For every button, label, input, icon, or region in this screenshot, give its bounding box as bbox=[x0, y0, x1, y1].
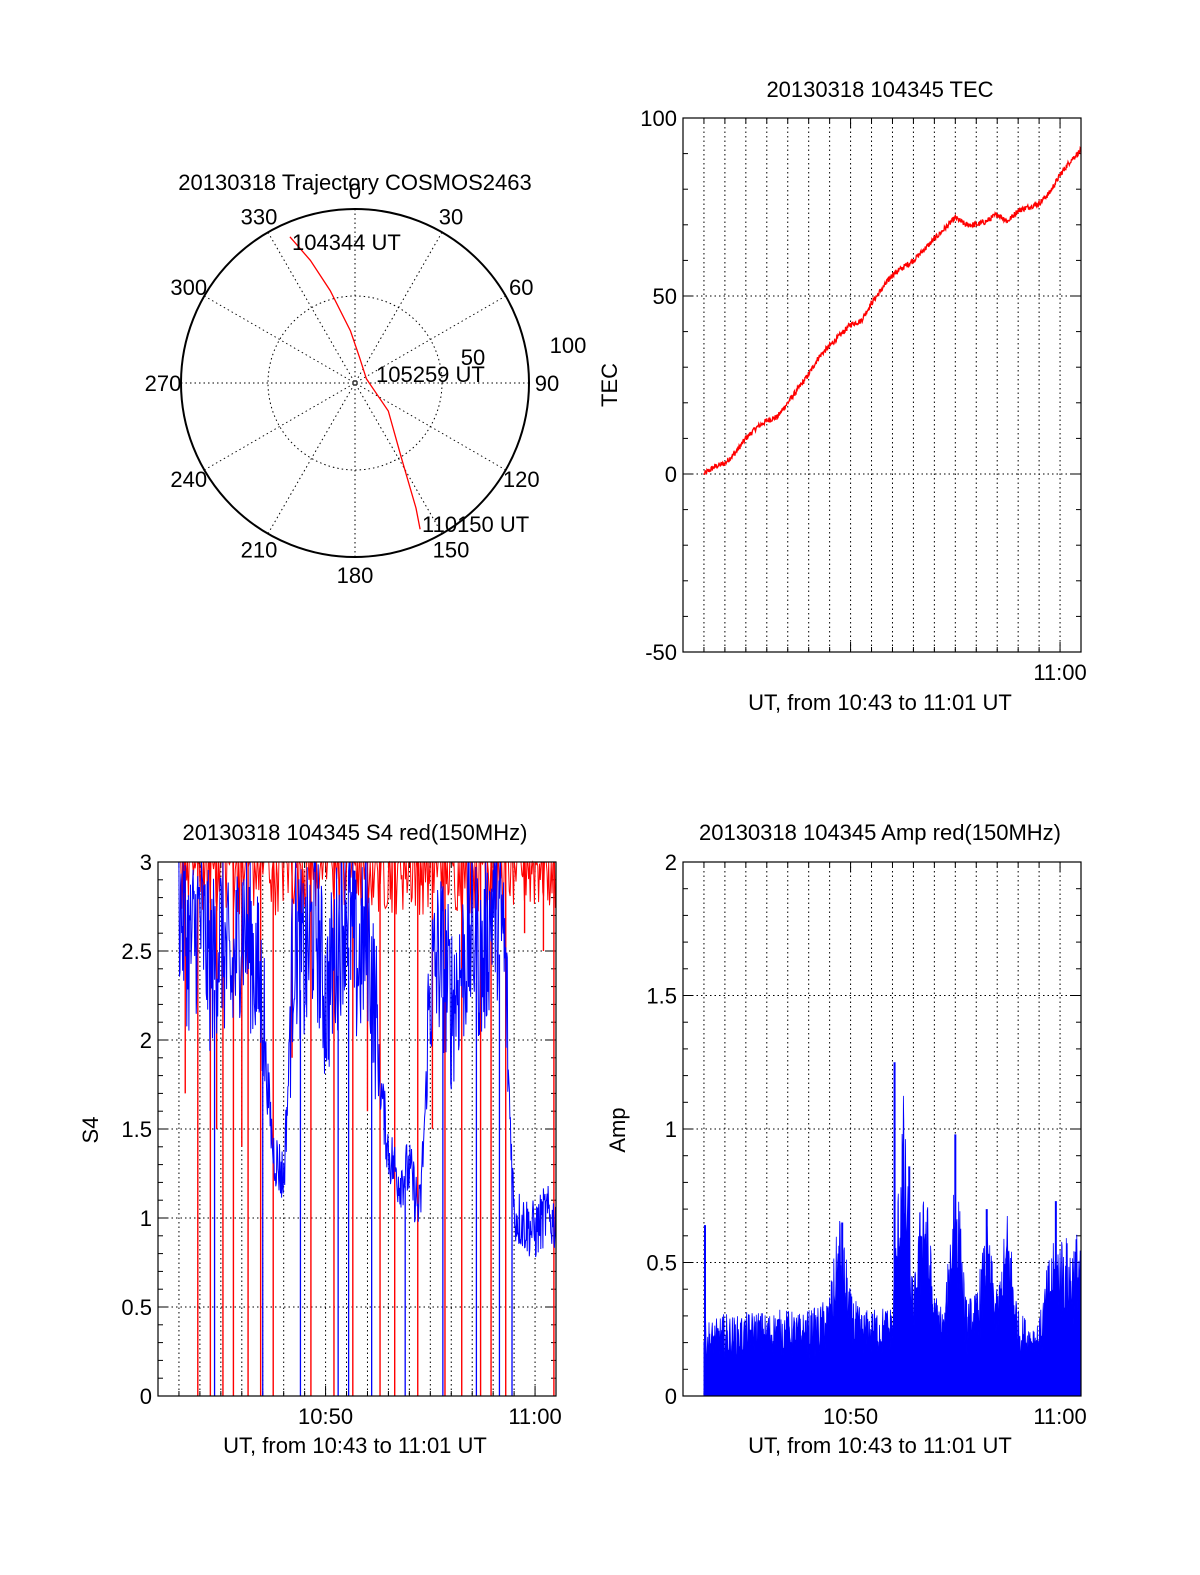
plot-frame bbox=[682, 117, 1082, 653]
y-tick-label: 2.5 bbox=[121, 939, 152, 964]
x-tick-label: 10:50 bbox=[823, 1404, 878, 1429]
trajectory-end-annotation: 110150 UT bbox=[422, 512, 529, 537]
y-tick-label: 1 bbox=[665, 1117, 677, 1142]
tec-chart: 20130318 104345 TEC UT, from 10:43 to 11… bbox=[597, 77, 1087, 715]
x-tick-label: 11:00 bbox=[1033, 1404, 1086, 1429]
polar-angle-label: 150 bbox=[433, 537, 470, 562]
y-tick-label: 0 bbox=[665, 1384, 677, 1409]
y-tick-label: 1.5 bbox=[646, 984, 677, 1009]
trajectory-mid-annotation: 105259 UT bbox=[376, 362, 485, 387]
y-tick-label: 1 bbox=[140, 1206, 152, 1231]
y-axis-label: Amp bbox=[605, 1107, 630, 1152]
polar-angle-label: 210 bbox=[241, 537, 278, 562]
polar-radius-label: 100 bbox=[550, 333, 587, 358]
polar-angle-label: 300 bbox=[170, 275, 207, 300]
y-tick-label: 100 bbox=[640, 106, 677, 131]
polar-angle-label: 90 bbox=[535, 371, 559, 396]
trajectory-line bbox=[289, 236, 421, 530]
x-axis-label: UT, from 10:43 to 11:01 UT bbox=[223, 1433, 487, 1458]
x-axis-label: UT, from 10:43 to 11:01 UT bbox=[748, 1433, 1012, 1458]
polar-angle-label: 120 bbox=[503, 467, 540, 492]
y-tick-label: 50 bbox=[653, 284, 677, 309]
y-tick-label: 0 bbox=[140, 1384, 152, 1409]
chart-title: 20130318 104345 S4 red(150MHz) bbox=[183, 820, 528, 845]
plot-frame bbox=[157, 861, 557, 1397]
s4-chart: 20130318 104345 S4 red(150MHz) UT, from … bbox=[78, 820, 562, 1458]
polar-radius-label: 50 bbox=[461, 345, 485, 370]
chart-title: 20130318 104345 TEC bbox=[766, 77, 993, 102]
chart-title: 20130318 Trajectory COSMOS2463 bbox=[178, 170, 531, 195]
y-tick-label: 3 bbox=[140, 850, 152, 875]
tec-series-line bbox=[703, 145, 1082, 475]
plot-frame bbox=[682, 861, 1082, 1397]
y-tick-label: 0 bbox=[665, 462, 677, 487]
chart-title: 20130318 104345 Amp red(150MHz) bbox=[699, 820, 1061, 845]
polar-angle-label: 240 bbox=[170, 467, 207, 492]
y-axis-label: TEC bbox=[597, 363, 622, 407]
y-tick-label: 1.5 bbox=[121, 1117, 152, 1142]
polar-angle-label: 0 bbox=[349, 179, 361, 204]
trajectory-start-annotation: 104344 UT bbox=[292, 230, 401, 255]
y-tick-label: -50 bbox=[645, 640, 677, 665]
polar-angle-label: 60 bbox=[509, 275, 533, 300]
x-tick-label: 11:00 bbox=[508, 1404, 561, 1429]
polar-angle-label: 180 bbox=[337, 563, 374, 588]
y-tick-label: 0.5 bbox=[646, 1251, 677, 1276]
polar-angle-label: 270 bbox=[145, 371, 182, 396]
x-tick-label: 11:00 bbox=[1033, 660, 1086, 685]
x-axis-label: UT, from 10:43 to 11:01 UT bbox=[748, 690, 1012, 715]
y-tick-label: 2 bbox=[665, 850, 677, 875]
amp-chart: 20130318 104345 Amp red(150MHz) UT, from… bbox=[605, 820, 1087, 1458]
trajectory-polar-chart: 20130318 Trajectory COSMOS2463 0 30 60 90 12… bbox=[145, 170, 587, 588]
y-axis-label: S4 bbox=[78, 1117, 103, 1144]
polar-angle-label: 330 bbox=[241, 205, 278, 230]
y-tick-label: 0.5 bbox=[121, 1295, 152, 1320]
y-tick-label: 2 bbox=[140, 1028, 152, 1053]
x-tick-label: 10:50 bbox=[298, 1404, 353, 1429]
polar-angle-label: 30 bbox=[439, 205, 463, 230]
s4-blue-series-line bbox=[178, 861, 557, 1258]
